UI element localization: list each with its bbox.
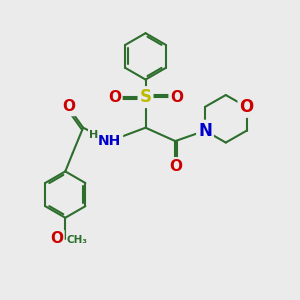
Text: CH₃: CH₃ (66, 235, 87, 245)
Text: O: O (108, 90, 121, 105)
Text: S: S (140, 88, 152, 106)
Text: O: O (62, 99, 75, 114)
Text: O: O (170, 90, 183, 105)
Text: O: O (169, 159, 182, 174)
Text: O: O (50, 231, 63, 246)
Text: O: O (239, 98, 254, 116)
Text: N: N (198, 122, 212, 140)
Text: NH: NH (98, 134, 122, 148)
Text: H: H (89, 130, 98, 140)
